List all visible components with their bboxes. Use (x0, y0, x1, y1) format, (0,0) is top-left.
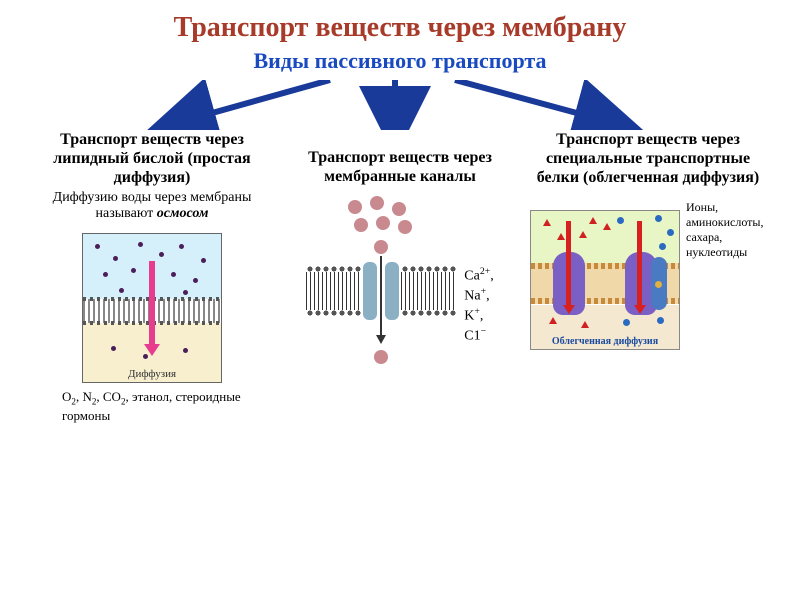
subtitle: Виды пассивного транспорта (0, 48, 800, 80)
diag3-caption: Облегченная диффузия (531, 336, 679, 347)
column-simple-diffusion: Транспорт веществ через липидный бислой … (28, 130, 276, 423)
col1-examples: O2, N2, CO2, этанол, стероидные гормоны (62, 389, 242, 423)
column-channel-transport: Транспорт веществ через мембранные канал… (276, 130, 524, 423)
page-title: Транспорт веществ через мембрану (0, 0, 800, 48)
column-facilitated-diffusion: Транспорт веществ через специальные тран… (524, 130, 772, 423)
col2-heading: Транспорт веществ через мембранные канал… (282, 148, 518, 186)
col3-heading: Транспорт веществ через специальные тран… (530, 130, 766, 188)
diagram-facilitated: Облегченная диффузия (530, 210, 680, 350)
col1-subtext: Диффузию воды через мембраны называют ос… (34, 190, 270, 224)
col2-examples: Ca2+,Na+,K+,C1− (464, 266, 494, 345)
diagram-channel (306, 196, 456, 366)
col1-subtext-b: осмосом (157, 206, 209, 221)
col1-heading: Транспорт веществ через липидный бислой … (34, 130, 270, 188)
col3-examples: Ионы, аминокислоты, сахара, нуклеотиды (686, 200, 766, 260)
branch-arrows (0, 80, 800, 130)
diagram-simple-diffusion: Диффузия (82, 233, 222, 383)
col1-subtext-a: Диффузию воды через мембраны называют (53, 190, 252, 222)
diag1-caption: Диффузия (83, 368, 221, 380)
